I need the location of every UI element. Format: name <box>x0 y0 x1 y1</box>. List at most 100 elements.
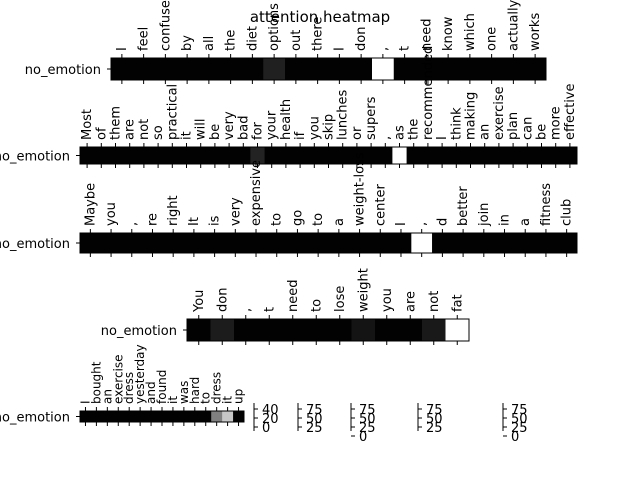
heatmap-cell <box>287 233 309 253</box>
heatmap-cell <box>406 147 422 164</box>
token-label: , <box>239 308 254 312</box>
token-label: are <box>123 119 138 140</box>
token-label: your <box>265 110 280 140</box>
heatmap-cell <box>520 147 535 164</box>
token-label: it <box>180 131 195 140</box>
token-label: very <box>222 111 237 140</box>
heatmap-cell <box>415 58 438 80</box>
token-label: practical <box>165 84 180 140</box>
token-label: out <box>289 30 304 51</box>
token-label: can <box>520 117 535 140</box>
token-label: to <box>270 213 285 226</box>
token-label: options <box>267 3 282 51</box>
token-label: to <box>311 213 326 226</box>
token-label: I <box>115 47 130 51</box>
heatmap-cell <box>94 147 109 164</box>
heatmap-cell <box>398 319 423 341</box>
heatmap-cell <box>80 147 95 164</box>
heatmap-cell <box>307 147 322 164</box>
heatmap-cell <box>222 411 234 422</box>
colorbar-tick-label: 40 <box>262 403 279 418</box>
heatmap-cell <box>432 233 454 253</box>
heatmap-cell <box>200 411 212 422</box>
token-label: plan <box>506 112 521 140</box>
heatmap-cell <box>502 58 525 80</box>
token-label: re <box>145 213 160 226</box>
token-label: Maybe <box>83 183 98 226</box>
heatmap-cell <box>369 233 392 253</box>
heatmap-cell <box>422 319 446 341</box>
token-label: or <box>350 126 365 140</box>
token-label: in <box>498 214 513 226</box>
token-label: weight <box>356 268 371 312</box>
token-label: bought <box>89 361 103 404</box>
heatmap-cell <box>321 147 336 164</box>
token-label: which <box>463 13 478 51</box>
colorbar-tick-label: 25 <box>426 421 443 436</box>
heatmap-cell <box>193 147 209 164</box>
token-label: is <box>208 215 223 226</box>
heatmap-cell <box>145 411 157 422</box>
heatmap-cell <box>165 147 180 164</box>
heatmap-cell <box>187 319 211 341</box>
heatmap-cell <box>112 411 125 422</box>
token-label: not <box>137 119 152 140</box>
heatmap-cell <box>234 319 258 341</box>
heatmap-cell <box>435 147 450 164</box>
heatmap-cell <box>167 411 179 422</box>
colorbar-tick-label: 0 <box>359 430 367 445</box>
token-label: them <box>109 106 124 140</box>
token-label: Most <box>80 109 95 140</box>
token-label: weight-loss <box>353 152 368 226</box>
token-label: yesterday <box>133 344 147 404</box>
heatmap-cell <box>245 233 267 253</box>
heatmap-cell <box>449 147 464 164</box>
token-label: I <box>435 136 450 140</box>
heatmap-cell <box>328 319 352 341</box>
heatmap-cell <box>420 147 436 164</box>
heatmap-cell <box>390 233 412 253</box>
row-label: no_emotion <box>0 150 70 165</box>
token-label: center <box>373 184 388 226</box>
token-label: one <box>485 27 500 51</box>
heatmap-cell <box>304 319 329 341</box>
colorbar-tick-label: 75 <box>511 403 528 418</box>
token-label: right <box>166 195 181 226</box>
token-label: need <box>286 280 301 313</box>
token-label: feel <box>137 27 152 51</box>
heatmap-cell <box>349 233 371 253</box>
token-label: be <box>208 124 223 140</box>
heatmap-cell <box>80 411 92 422</box>
colorbar-tick-label: 75 <box>306 403 323 418</box>
heatmap-cell <box>210 319 235 341</box>
heatmap-cell <box>101 411 114 422</box>
heatmap-cell <box>162 233 184 253</box>
token-label: skip <box>322 114 337 140</box>
heatmap-cell <box>437 58 460 80</box>
heatmap-cell <box>562 147 578 164</box>
token-label: diet <box>245 26 260 51</box>
colorbar-tick-label: 50 <box>511 412 528 427</box>
row-label: no_emotion <box>0 411 70 426</box>
heatmap-cell <box>241 58 264 80</box>
token-label: lose <box>333 286 348 312</box>
token-label: a <box>518 218 533 226</box>
colorbar-tick-label: 75 <box>426 403 443 418</box>
colorbar-tick-label: 50 <box>306 412 323 427</box>
heatmap-cell <box>278 147 294 164</box>
token-label: it <box>221 396 235 404</box>
heatmap-cell <box>293 147 308 164</box>
heatmap-cell <box>80 233 102 253</box>
token-label: for <box>251 121 266 140</box>
token-label: bad <box>236 116 251 140</box>
token-label: exercise <box>492 86 507 140</box>
colorbar-tick-label: 50 <box>426 412 443 427</box>
token-label: t <box>398 46 413 51</box>
token-label: dress <box>122 372 136 404</box>
heatmap-cell <box>477 147 493 164</box>
token-label: I <box>332 47 347 51</box>
row-label: no_emotion <box>101 324 177 339</box>
heatmap-cell <box>306 58 329 80</box>
token-label: not <box>427 291 442 312</box>
